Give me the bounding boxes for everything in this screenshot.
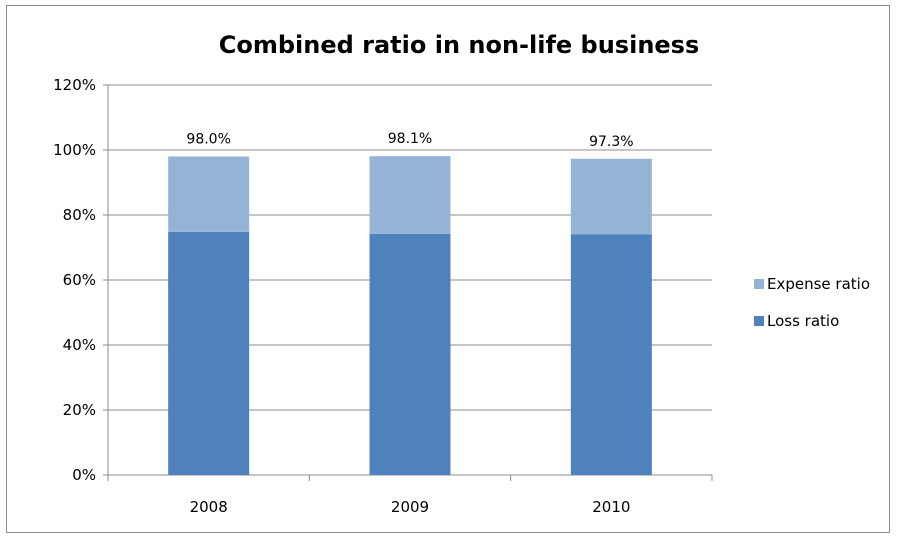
bar-expense-ratio-2010 [570, 158, 652, 235]
y-tick-label: 120% [53, 76, 96, 94]
data-labels: 98.0% 98.1% 97.3% [186, 131, 633, 150]
y-tick-label: 100% [53, 141, 96, 159]
y-tick-label: 60% [63, 271, 96, 289]
total-label-2010: 97.3% [589, 134, 633, 150]
x-tick-label: 2008 [190, 498, 228, 516]
bar-loss-ratio-2008 [168, 231, 250, 475]
y-tick-label: 80% [63, 206, 96, 224]
bar-expense-ratio-2009 [369, 156, 451, 234]
bar-loss-ratio-2009 [369, 233, 451, 475]
legend-swatch-loss-ratio [754, 316, 764, 326]
legend-label-expense-ratio: Expense ratio [767, 275, 870, 293]
legend: Expense ratio Loss ratio [754, 275, 870, 330]
y-tick-label: 40% [63, 336, 96, 354]
bar-expense-ratio-2008 [168, 156, 250, 232]
y-tick-label: 0% [72, 466, 96, 484]
chart-title: Combined ratio in non-life business [219, 31, 700, 59]
x-tick-label: 2010 [592, 498, 630, 516]
bar-loss-ratio-2010 [570, 234, 652, 475]
total-label-2008: 98.0% [186, 132, 230, 148]
y-tick-label: 20% [63, 401, 96, 419]
bars [168, 156, 652, 475]
x-tick-label: 2009 [391, 498, 429, 516]
total-label-2009: 98.1% [388, 131, 432, 147]
legend-swatch-expense-ratio [754, 279, 764, 289]
legend-label-loss-ratio: Loss ratio [767, 312, 839, 330]
